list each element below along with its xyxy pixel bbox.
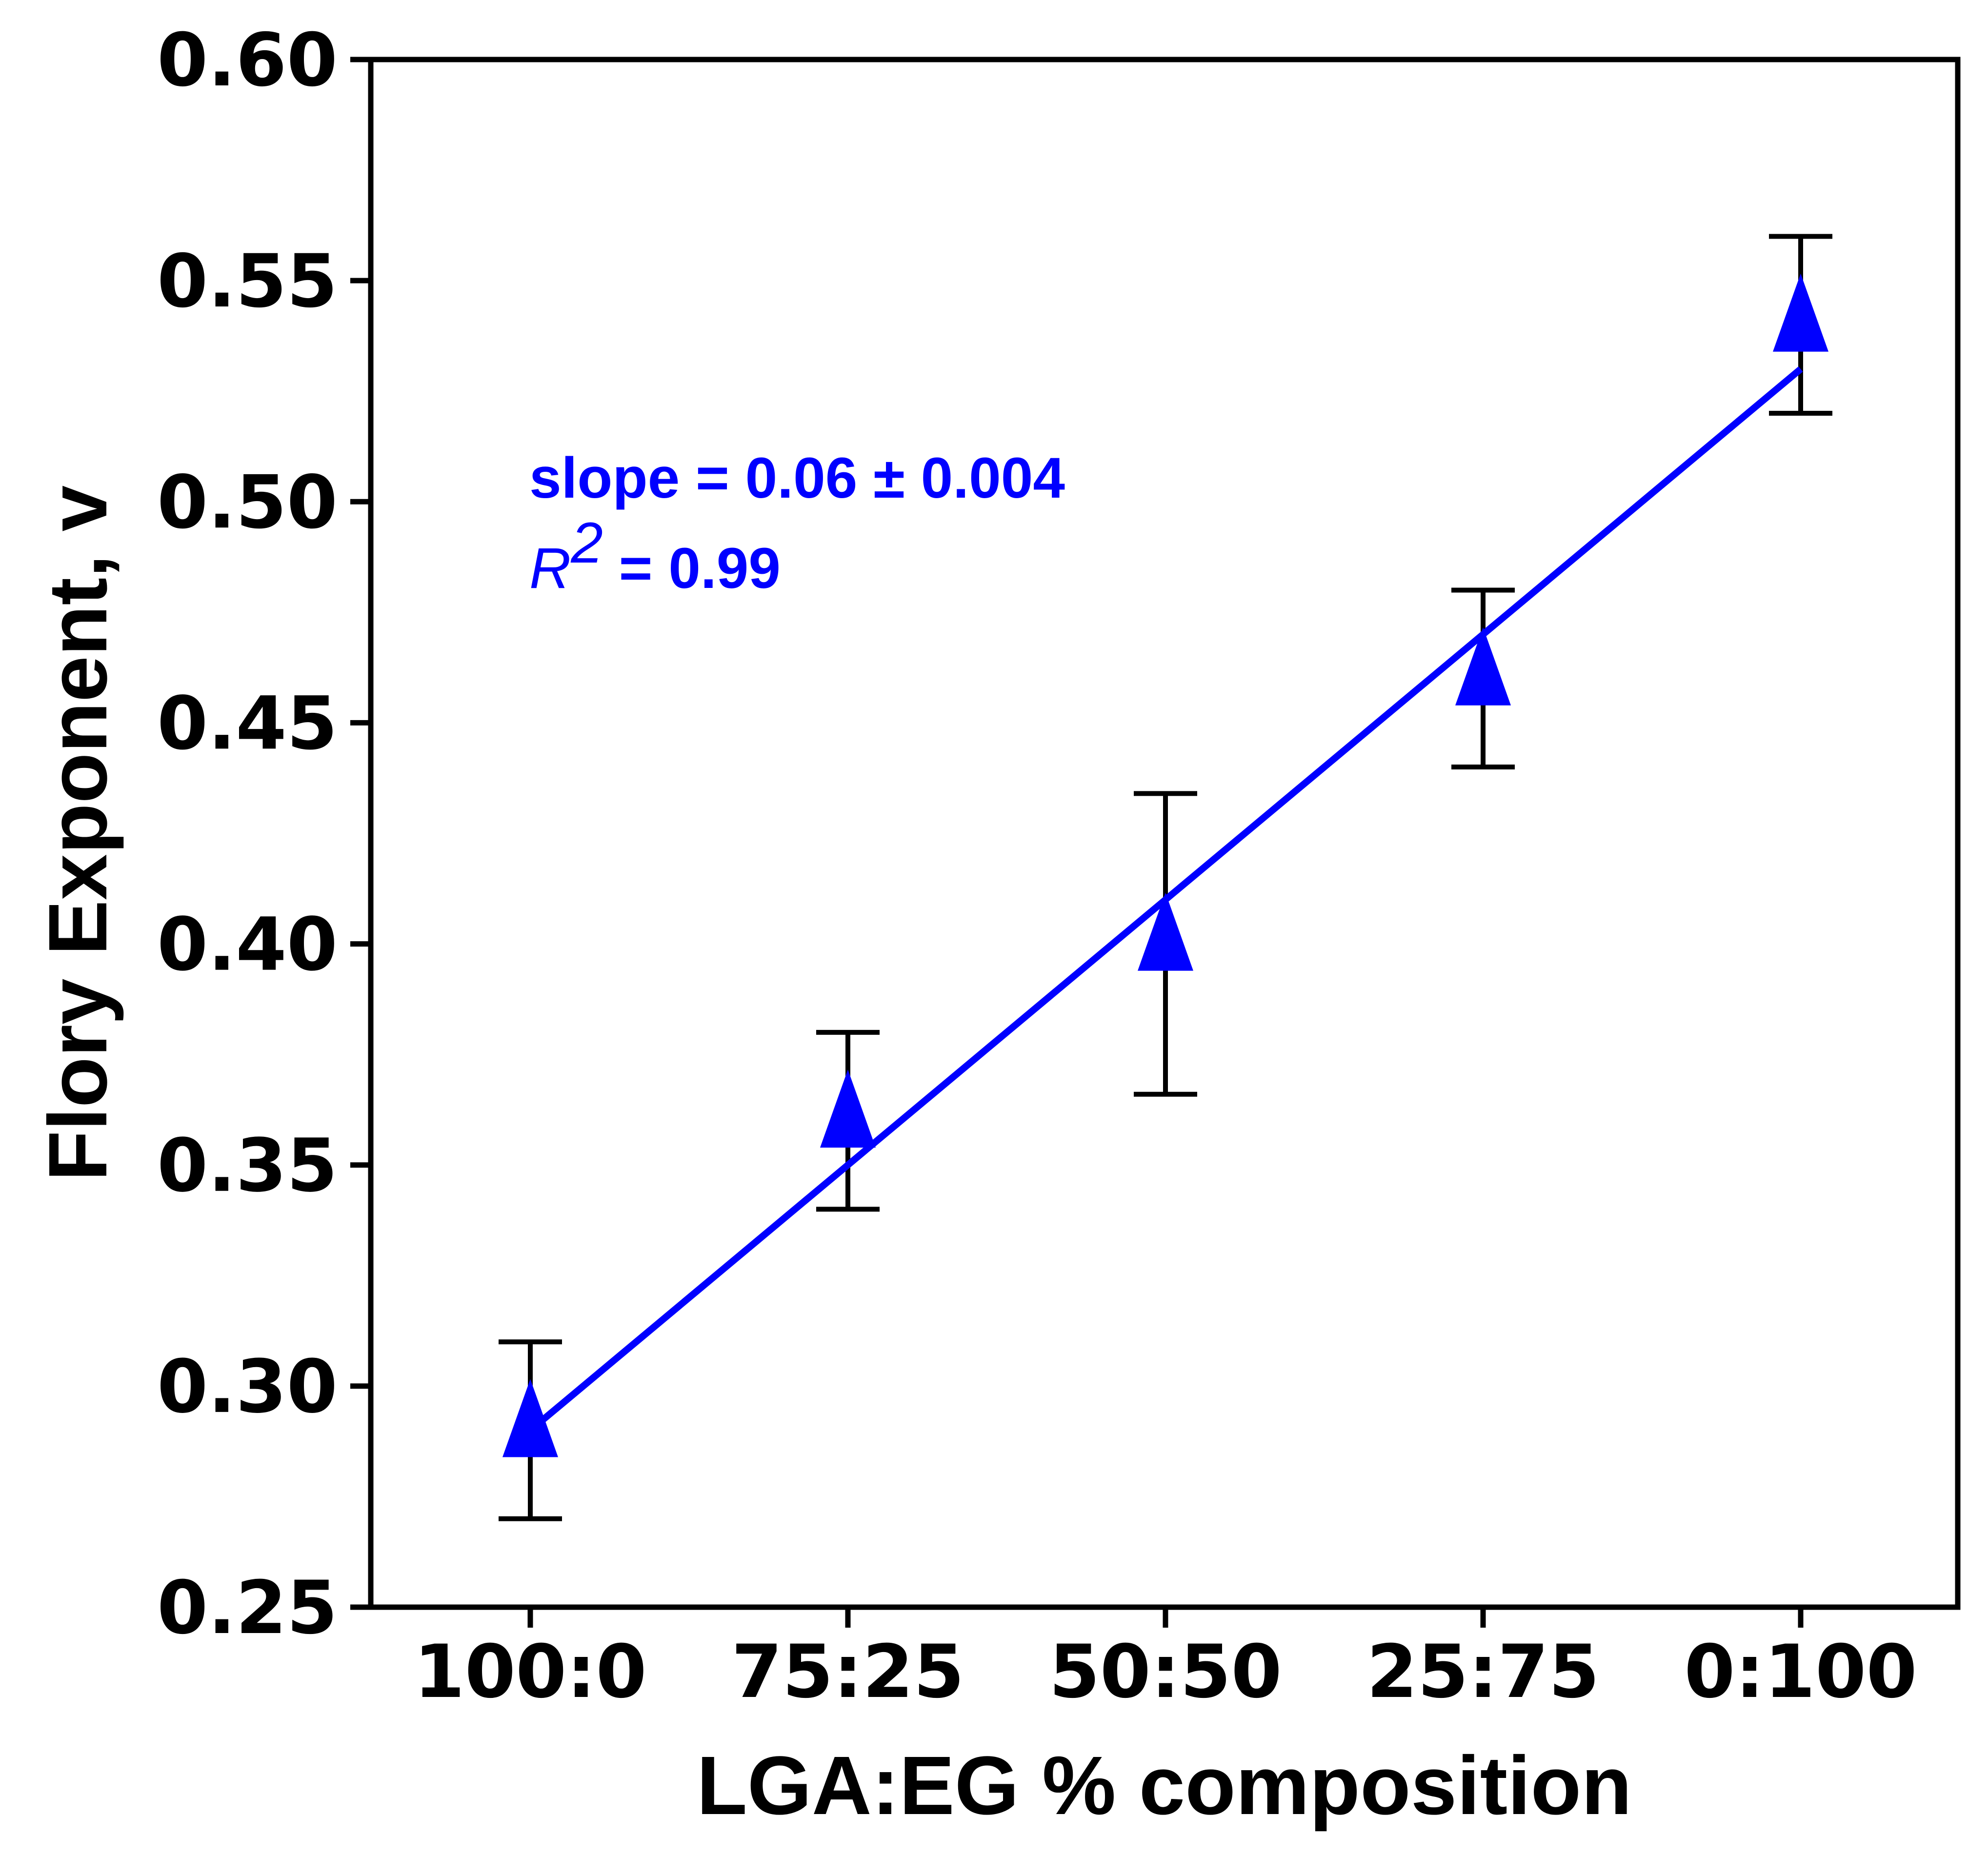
r2-annotation: R2 = 0.99 [529,511,781,601]
y-tick-label: 0.40 [157,903,338,988]
y-tick-label: 0.35 [157,1124,338,1209]
data-point [502,1379,558,1457]
data-point [1455,627,1511,706]
y-tick-label: 0.55 [157,239,338,324]
x-tick-label: 50:50 [1049,1630,1282,1715]
y-tick-label: 0.45 [157,681,338,766]
slope-annotation: slope = 0.06 ± 0.004 [529,446,1065,510]
x-axis-ticks: 100:0 75:25 50:50 25:75 0:100 [414,1607,1917,1715]
markers [502,273,1828,1457]
x-tick-label: 75:25 [731,1630,964,1715]
y-tick-label: 0.25 [157,1566,338,1651]
data-point [820,1069,876,1148]
data-point [1773,273,1828,352]
y-axis-title: Flory Exponent, v [32,485,124,1181]
x-tick-label: 100:0 [414,1630,646,1715]
r2-exponent: 2 [570,511,603,575]
data-point [1138,892,1193,971]
y-tick-label: 0.60 [157,18,338,103]
error-bars [499,234,1832,1521]
y-axis-ticks: 0.25 0.30 0.35 0.40 0.45 0.50 0.55 0.60 [157,18,371,1651]
x-tick-label: 25:75 [1366,1630,1599,1715]
y-tick-label: 0.50 [157,460,338,545]
y-tick-label: 0.30 [157,1345,338,1430]
x-axis-title: LGA:EG % composition [697,1739,1632,1832]
r2-value: = 0.99 [603,536,781,601]
r2-symbol: R [529,536,571,601]
x-tick-label: 0:100 [1684,1630,1917,1715]
